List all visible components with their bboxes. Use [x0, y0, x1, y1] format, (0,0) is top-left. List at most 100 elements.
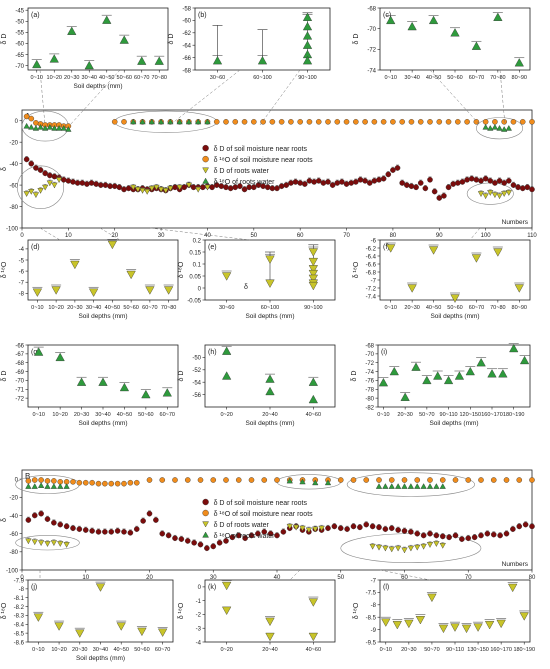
data-point-red [382, 526, 389, 532]
x-tick-label: 50~60 [134, 647, 149, 653]
data-point [222, 371, 232, 380]
plot-frame [379, 579, 531, 643]
data-point [119, 382, 130, 392]
x-tick-label: 30~40 [95, 412, 110, 418]
data-point-green [185, 118, 193, 125]
legend-marker [202, 155, 209, 163]
data-point-orange [455, 119, 461, 125]
data-point-orange [452, 477, 459, 483]
y-tick-label: -3 [196, 627, 202, 633]
data-point-red [315, 177, 322, 184]
data-point-orange [363, 477, 370, 483]
y-tick-label: -70 [15, 64, 24, 70]
y-tick-label: -71 [15, 388, 24, 394]
y-tick-label: -80 [9, 205, 18, 211]
data-point-green [65, 126, 72, 132]
data-point [116, 622, 126, 631]
data-point [32, 59, 42, 69]
data-point-yellow [299, 525, 306, 532]
connector-line [169, 69, 241, 126]
connector-line [69, 69, 121, 126]
connector-line [99, 227, 121, 241]
data-point-red [93, 181, 99, 187]
annotation-text: δ [244, 284, 248, 291]
data-point-red [60, 176, 67, 183]
x-tick-label: 40~50 [105, 305, 120, 311]
legend-item: δ ¹⁸O of roots water [214, 179, 276, 186]
panel-label: (d) [31, 244, 40, 251]
data-point-yellow [46, 180, 53, 187]
x-tick-label: 10~20 [52, 412, 67, 418]
data-point [98, 377, 108, 386]
data-point [222, 581, 232, 591]
y-tick-label: -55 [15, 31, 24, 37]
data-point-red [343, 181, 350, 187]
x-tick-label: 20~30 [72, 647, 87, 653]
data-point-red [223, 538, 229, 544]
x-tick-label: 60~100 [261, 305, 280, 311]
data-point-red [255, 530, 261, 537]
y-axis-label: δ D [353, 34, 360, 45]
data-point [411, 362, 421, 371]
data-point-green [50, 483, 58, 489]
data-point-red [227, 185, 234, 192]
data-point-red [503, 530, 510, 537]
data-point [422, 375, 432, 385]
data-point [407, 21, 417, 31]
data-point [519, 355, 530, 365]
data-point [265, 279, 275, 288]
data-point-orange [371, 119, 378, 125]
y-tick-label: -66 [182, 56, 191, 62]
data-point-red [464, 176, 470, 183]
data-point-red [172, 184, 178, 191]
data-point-red [241, 186, 248, 193]
x-tick-label: 20 [111, 233, 118, 239]
data-point-green [37, 123, 44, 130]
data-point-yellow [487, 190, 494, 196]
y-tick-label: -65 [15, 53, 24, 59]
data-point-red [84, 181, 90, 187]
data-point [308, 248, 318, 257]
data-point-orange [184, 477, 191, 483]
x-tick-label: 70~80 [490, 305, 505, 311]
y-tick-label: -56 [192, 393, 201, 399]
data-point-red [38, 510, 44, 517]
y-tick-label: -6.6 [366, 262, 377, 268]
data-point [107, 240, 118, 250]
data-point [454, 371, 465, 380]
data-point-green [414, 483, 421, 489]
data-point-green [32, 125, 40, 131]
y-tick-label: -8.3 [14, 614, 25, 620]
x-tick-label: 70~80 [152, 75, 167, 81]
data-point [302, 55, 313, 65]
data-point-green [60, 125, 67, 131]
data-point-red [76, 526, 83, 532]
data-point-yellow [204, 184, 211, 191]
data-point [265, 255, 275, 264]
data-point-yellow [31, 539, 38, 546]
y-tick-label: -82 [365, 405, 374, 411]
x-tick-label: 10 [82, 575, 89, 581]
data-point [265, 374, 275, 383]
data-point-orange [343, 119, 350, 125]
data-point [496, 619, 506, 629]
data-point-red [337, 525, 344, 531]
data-point-orange [439, 477, 446, 483]
panel-label: (b) [198, 12, 207, 19]
data-point-red [399, 180, 405, 186]
data-point-red [344, 526, 350, 532]
data-point-orange [121, 119, 127, 125]
legend-marker [202, 521, 209, 528]
y-axis-label: δ D [178, 371, 185, 382]
data-point [308, 281, 318, 291]
data-point-yellow [312, 526, 319, 533]
data-point-red [473, 176, 480, 183]
y-tick-label: -7 [371, 578, 377, 584]
data-point-green [375, 483, 383, 489]
data-point-red [408, 529, 414, 535]
x-tick-label: 10~20 [47, 75, 62, 81]
x-axis-label: Soil depths (mm) [78, 313, 127, 320]
data-point-yellow [292, 524, 300, 531]
data-point-orange [427, 119, 433, 125]
data-point [162, 388, 172, 397]
